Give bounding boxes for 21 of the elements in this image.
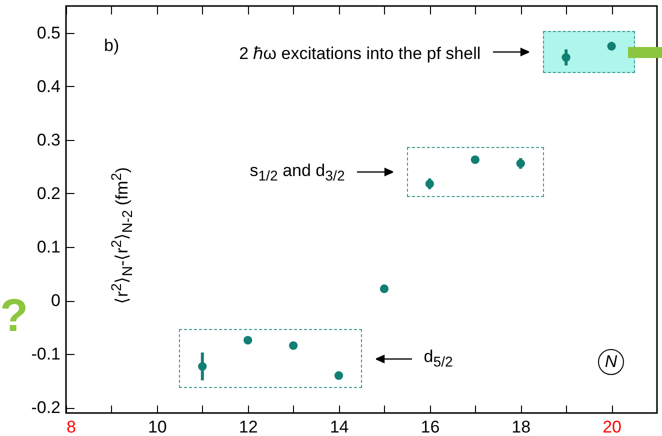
y-tick-label: 0: [51, 291, 60, 310]
y-tick-label: 0.4: [36, 76, 60, 96]
annotation: b): [104, 36, 120, 56]
annotation: d$_{5/2}$: [424, 346, 453, 370]
x-tick-label: 20: [602, 418, 622, 436]
y-tick-label: -0.1: [31, 344, 60, 364]
annotation: N: [604, 352, 618, 371]
x-tick-label: 18: [512, 418, 531, 436]
y-tick-label: -0.2: [31, 398, 60, 418]
x-tick-label: 8: [66, 418, 76, 436]
y-tick-label: 0.5: [36, 23, 60, 42]
y-tick-label: 0.1: [36, 237, 60, 256]
x-tick-label: 16: [420, 418, 440, 436]
x-tick-label: 12: [238, 418, 258, 436]
annotation: s$_{1/2}$ and d$_{3/2}$: [250, 161, 345, 184]
x-tick-label: 14: [330, 418, 349, 436]
annotation: 2 ℏω excitations into the pf shell: [239, 43, 481, 64]
text: ?: [0, 289, 28, 341]
y-tick-label: 0.2: [36, 184, 60, 203]
x-tick-label: 10: [148, 418, 167, 436]
y-tick-label: 0.3: [36, 130, 60, 150]
